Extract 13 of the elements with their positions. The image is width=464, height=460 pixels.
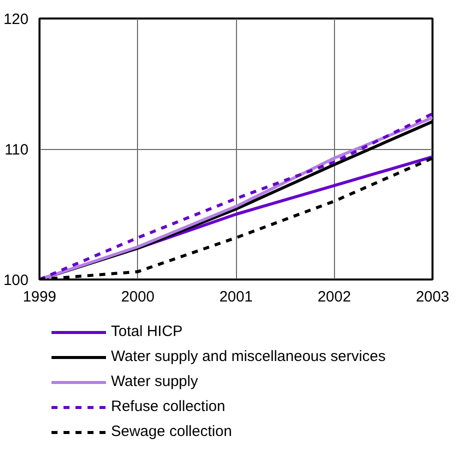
x-tick-label: 2001 — [219, 288, 253, 306]
x-tick-label: 2000 — [121, 288, 154, 306]
y-tick-label: 110 — [4, 142, 29, 158]
legend-label: Water supply and miscellaneous services — [111, 348, 386, 365]
x-tick-label: 1999 — [22, 288, 56, 306]
x-tick-label: 2003 — [416, 288, 450, 306]
legend-label: Sewage collection — [111, 423, 232, 440]
legend-label: Refuse collection — [111, 398, 226, 415]
legend-label: Total HICP — [111, 323, 183, 340]
y-tick-label: 120 — [3, 11, 29, 28]
y-tick-label: 100 — [3, 272, 29, 289]
x-tick-label: 2002 — [318, 288, 351, 306]
legend-label: Water supply — [111, 373, 198, 390]
